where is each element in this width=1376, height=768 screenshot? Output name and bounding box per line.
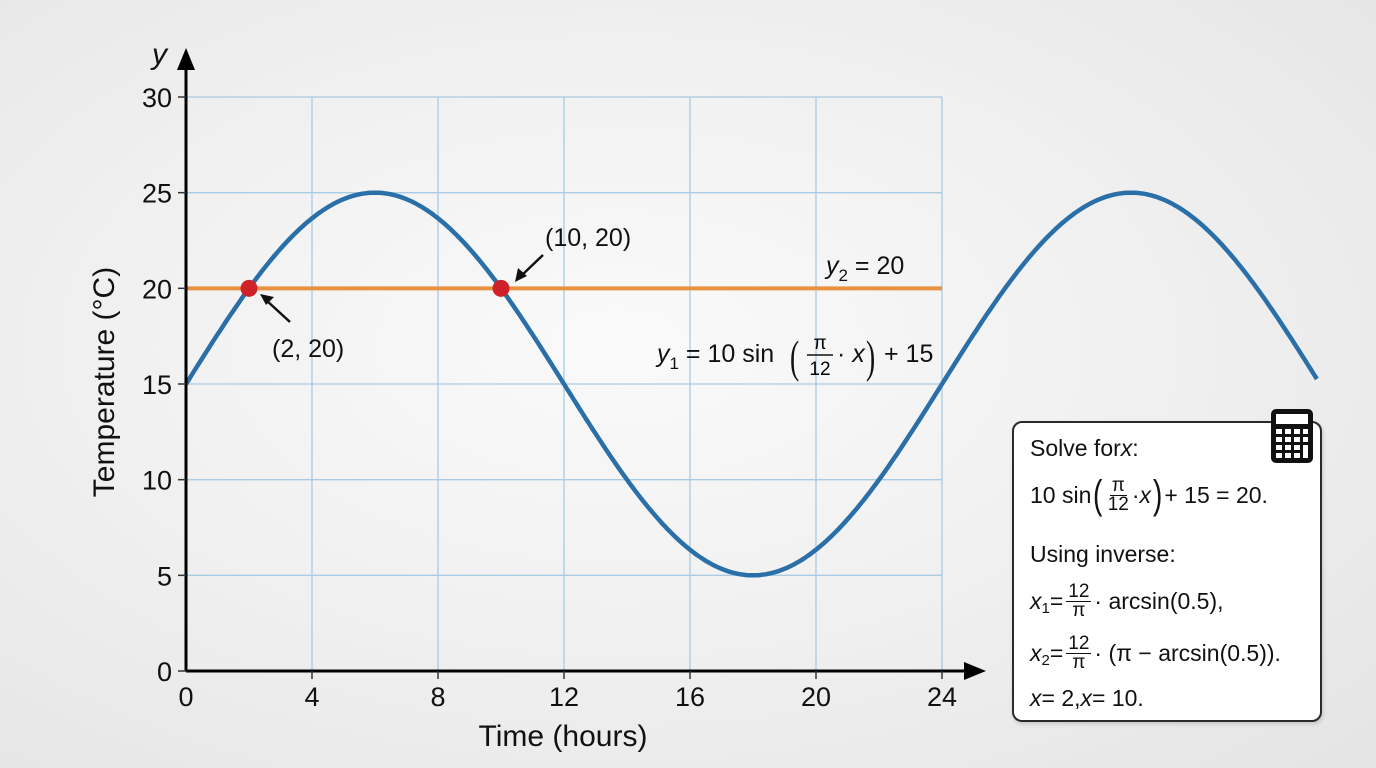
x-tick-label: 8 xyxy=(430,682,445,712)
svg-text:π: π xyxy=(813,333,826,354)
y-tick-label: 25 xyxy=(142,179,172,209)
arrowhead-icon xyxy=(515,268,527,282)
solve-line-3: Using inverse: xyxy=(1030,541,1176,568)
y-tick-label: 10 xyxy=(142,466,172,496)
right-paren: ) xyxy=(1153,473,1163,517)
ticks xyxy=(178,96,943,679)
y-tick-label: 5 xyxy=(157,561,172,591)
left-paren: ( xyxy=(1093,473,1103,517)
calculator-icon xyxy=(1271,409,1313,463)
y1-equation-label: y1 = 10 sin ( π 12 · x ) + 15 xyxy=(655,332,933,383)
y-axis-arrow-icon xyxy=(177,48,195,70)
point-label-10-20: (10, 20) xyxy=(545,224,631,252)
x-tick-label: 16 xyxy=(675,682,705,712)
y-axis-symbol: y xyxy=(150,38,169,71)
solve-panel: Solve for x: 10 sin ( π 12 · x ) + 15 = 2… xyxy=(1012,421,1322,722)
intersection-point xyxy=(492,279,510,297)
var-x: x xyxy=(1120,435,1133,461)
intersection-points xyxy=(240,279,510,297)
x-axis-title: Time (hours) xyxy=(479,720,648,753)
svg-text:12: 12 xyxy=(809,359,830,380)
svg-text:+ 15: + 15 xyxy=(884,340,933,368)
svg-text:y1 = 10 sin: y1 = 10 sin xyxy=(655,340,774,373)
point-label-2-20: (2, 20) xyxy=(272,335,344,363)
y1-curve-path xyxy=(184,190,1319,578)
var-x: x xyxy=(1139,481,1152,508)
equation-suffix: + 15 = 20. xyxy=(1164,481,1268,508)
tick-labels: 0 5 10 15 20 25 30 0 4 8 12 16 20 24 xyxy=(142,83,957,712)
annotation-arrows xyxy=(260,254,544,323)
y-tick-label: 0 xyxy=(157,657,172,687)
arrow-to-point-2-20 xyxy=(265,299,291,323)
x-tick-label: 20 xyxy=(801,682,831,712)
y-axis-title: Temperature (°C) xyxy=(88,267,121,497)
svg-text:· x: · x xyxy=(837,340,866,368)
axes xyxy=(177,48,986,680)
x-tick-label: 0 xyxy=(178,682,193,712)
solve-line-6: x = 2, x = 10. xyxy=(1030,685,1144,711)
y-tick-label: 15 xyxy=(142,370,172,400)
x-tick-label: 4 xyxy=(304,682,319,712)
y-tick-label: 20 xyxy=(142,274,172,304)
arrowhead-icon xyxy=(260,294,274,305)
colon: : xyxy=(1132,435,1139,461)
dot: · xyxy=(1131,481,1140,508)
y1-curve xyxy=(184,190,1319,578)
arrow-to-point-10-20 xyxy=(520,254,544,277)
y2-equation-label: y2 = 20 xyxy=(824,252,904,285)
x-tick-label: 12 xyxy=(549,682,579,712)
equation-prefix: 10 sin xyxy=(1030,481,1092,508)
svg-text:): ) xyxy=(866,332,875,383)
intersection-point xyxy=(240,279,258,297)
solve-heading: Solve for xyxy=(1030,435,1121,461)
solve-line-1: Solve for x: xyxy=(1030,435,1139,462)
fraction: 12 π xyxy=(1066,581,1092,621)
solve-line-2: 10 sin ( π 12 · x ) + 15 = 20. xyxy=(1030,475,1268,515)
svg-text:(: ( xyxy=(790,332,799,383)
fraction: π 12 xyxy=(1107,474,1129,515)
y-tick-label: 30 xyxy=(142,83,172,113)
using-inverse-label: Using inverse: xyxy=(1030,541,1176,567)
x-tick-label: 24 xyxy=(927,682,957,712)
x-axis-arrow-icon xyxy=(964,662,986,680)
fraction: 12 π xyxy=(1066,633,1092,673)
